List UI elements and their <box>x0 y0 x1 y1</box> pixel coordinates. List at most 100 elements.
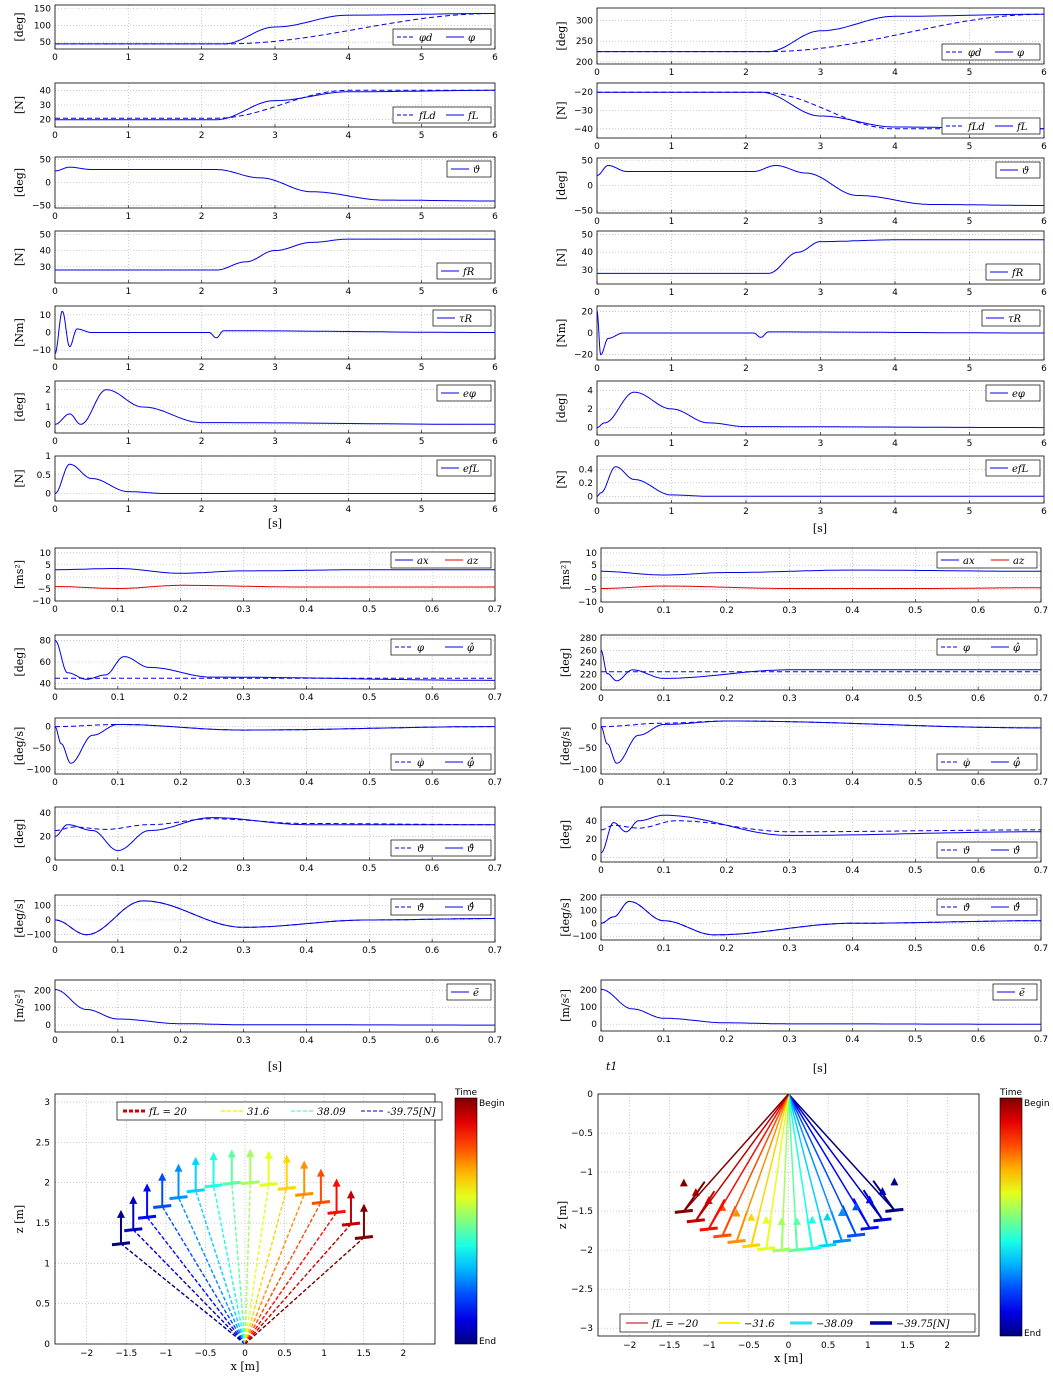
x-tick-label: 0 <box>598 866 604 876</box>
x-tick-label: 6 <box>492 53 498 63</box>
arrow-head <box>346 1190 355 1199</box>
x-tick-label: 0.6 <box>971 866 986 876</box>
platform-bar <box>757 1246 776 1252</box>
y-tick-label: −100 <box>572 766 597 776</box>
arrow-head <box>890 1177 899 1186</box>
colorbar-bottom-label: End <box>479 1337 496 1347</box>
y-tick-label: −1 <box>580 1168 593 1178</box>
rod-line <box>244 1182 251 1345</box>
x-tick-label: 0.1 <box>111 1036 125 1046</box>
y-tick-label: 50 <box>40 155 52 165</box>
rod-line <box>244 1184 270 1345</box>
y-tick-label: 0.5 <box>37 471 51 481</box>
x-tick-label: 0.5 <box>908 1035 922 1045</box>
rod-line <box>244 1212 338 1345</box>
colorbar <box>999 1097 1023 1337</box>
arrow-head <box>300 1160 309 1169</box>
legend-box <box>436 459 492 477</box>
y-tick-label: 0.4 <box>579 465 594 475</box>
x-tick-label: 5 <box>967 68 973 78</box>
legend-entry: φ̂̇ <box>467 757 474 769</box>
y-tick-label: 0 <box>45 723 51 733</box>
x-tick-label: 0.6 <box>425 778 440 788</box>
x-tick-label: 0 <box>52 437 58 447</box>
y-tick-label: 40 <box>40 86 52 96</box>
legend-box <box>936 898 1038 916</box>
rod-line <box>244 1188 288 1345</box>
plot-frame <box>596 82 1045 139</box>
force-arrow <box>707 1198 726 1230</box>
series-line-ϑ̂ <box>55 817 495 852</box>
platform-bar <box>713 1233 732 1239</box>
legend: ẽ <box>446 983 492 1001</box>
rod-line <box>132 1229 246 1345</box>
chart-L13: 0 0.1 0.2 0.3 0.4 0.5 0.6 0.7 0 100 200 [m/s²] ẽ <box>13 979 502 1046</box>
rod-line <box>787 1093 895 1211</box>
chart-L1: 0 1 2 3 4 5 6 50 100 150 [deg] φd φ <box>13 4 498 63</box>
y-tick-label: 20 <box>582 307 594 317</box>
x-tick-label: 0.3 <box>782 1035 796 1045</box>
platform-bar <box>686 1218 705 1224</box>
y-tick-label: 0 <box>591 723 597 733</box>
colorbar-title: Time <box>999 1088 1022 1098</box>
x-tick-label: 0.5 <box>362 778 376 788</box>
legend-box <box>390 753 492 771</box>
force-arrow <box>683 1181 706 1212</box>
y-tick-label: 40 <box>40 680 52 690</box>
x-tick-label: 0 <box>598 694 604 704</box>
rod-line <box>244 1237 365 1345</box>
series-line-eφ <box>55 389 495 425</box>
y-tick-label: −20 <box>574 88 593 98</box>
x-tick-label: 0.4 <box>299 946 314 956</box>
x-tick-label: 0.6 <box>425 693 440 703</box>
platform-bar <box>327 1209 346 1215</box>
x-tick-label: 0 <box>594 507 600 517</box>
legend-box <box>390 551 492 569</box>
y-tick-label: −10 <box>32 346 51 356</box>
force-arrow <box>830 1211 843 1242</box>
y-tick-label: 0 <box>44 1340 50 1350</box>
legend: ax az <box>936 551 1038 569</box>
legend: ϑ̇ ϑ̂̇ <box>936 898 1038 916</box>
legend-entry: −39.75[N] <box>896 1319 950 1330</box>
rod-line <box>695 1093 790 1222</box>
x-tick-label: 0.7 <box>488 864 502 874</box>
plot-frame <box>600 547 1042 603</box>
x-tick-label: 0.4 <box>845 1035 860 1045</box>
legend-entry: eφ <box>1012 389 1025 400</box>
y-tick-label: 30 <box>582 266 594 276</box>
y-axis-label: z [m] <box>556 1201 569 1229</box>
legend: fR <box>985 263 1041 281</box>
x-tick-label: 0.2 <box>720 1035 734 1045</box>
t1-label: t1 <box>606 1060 617 1073</box>
x-tick-label: 0.3 <box>782 606 796 616</box>
legend-entry: ϑ̇ <box>417 903 424 914</box>
legend-entry: φd <box>968 48 981 59</box>
platform-bar <box>259 1182 278 1188</box>
x-tick-label: 3 <box>272 437 278 447</box>
x-tick-label: 5 <box>419 363 425 373</box>
legend-box <box>116 1101 443 1121</box>
legend-entry: φ̇ <box>963 758 970 769</box>
legend: fLd fL <box>941 117 1041 135</box>
x-tick-label: 0.7 <box>488 605 502 615</box>
arrow-head <box>823 1212 832 1221</box>
x-tick-label: 2 <box>743 439 749 449</box>
chart-R7: 0 1 2 3 4 5 6 0 0.2 0.4 [N] efL <box>555 455 1047 517</box>
y-tick-label: 30 <box>40 263 52 273</box>
x-tick-label: 0.4 <box>845 944 860 954</box>
legend: φ φ̂ <box>936 638 1038 656</box>
platform-bar <box>772 1247 791 1253</box>
y-axis-label: [deg] <box>555 21 568 50</box>
legend-entry: ϑ <box>1022 166 1029 177</box>
y-tick-label: 40 <box>40 247 52 257</box>
platform-bar <box>241 1180 260 1186</box>
arrow-head <box>174 1163 183 1172</box>
plot-frame <box>600 634 1042 691</box>
x-tick-label: 3 <box>272 131 278 141</box>
legend-box <box>936 753 1038 771</box>
x-tick-label: 1 <box>865 1341 871 1351</box>
legend-box <box>392 106 492 124</box>
